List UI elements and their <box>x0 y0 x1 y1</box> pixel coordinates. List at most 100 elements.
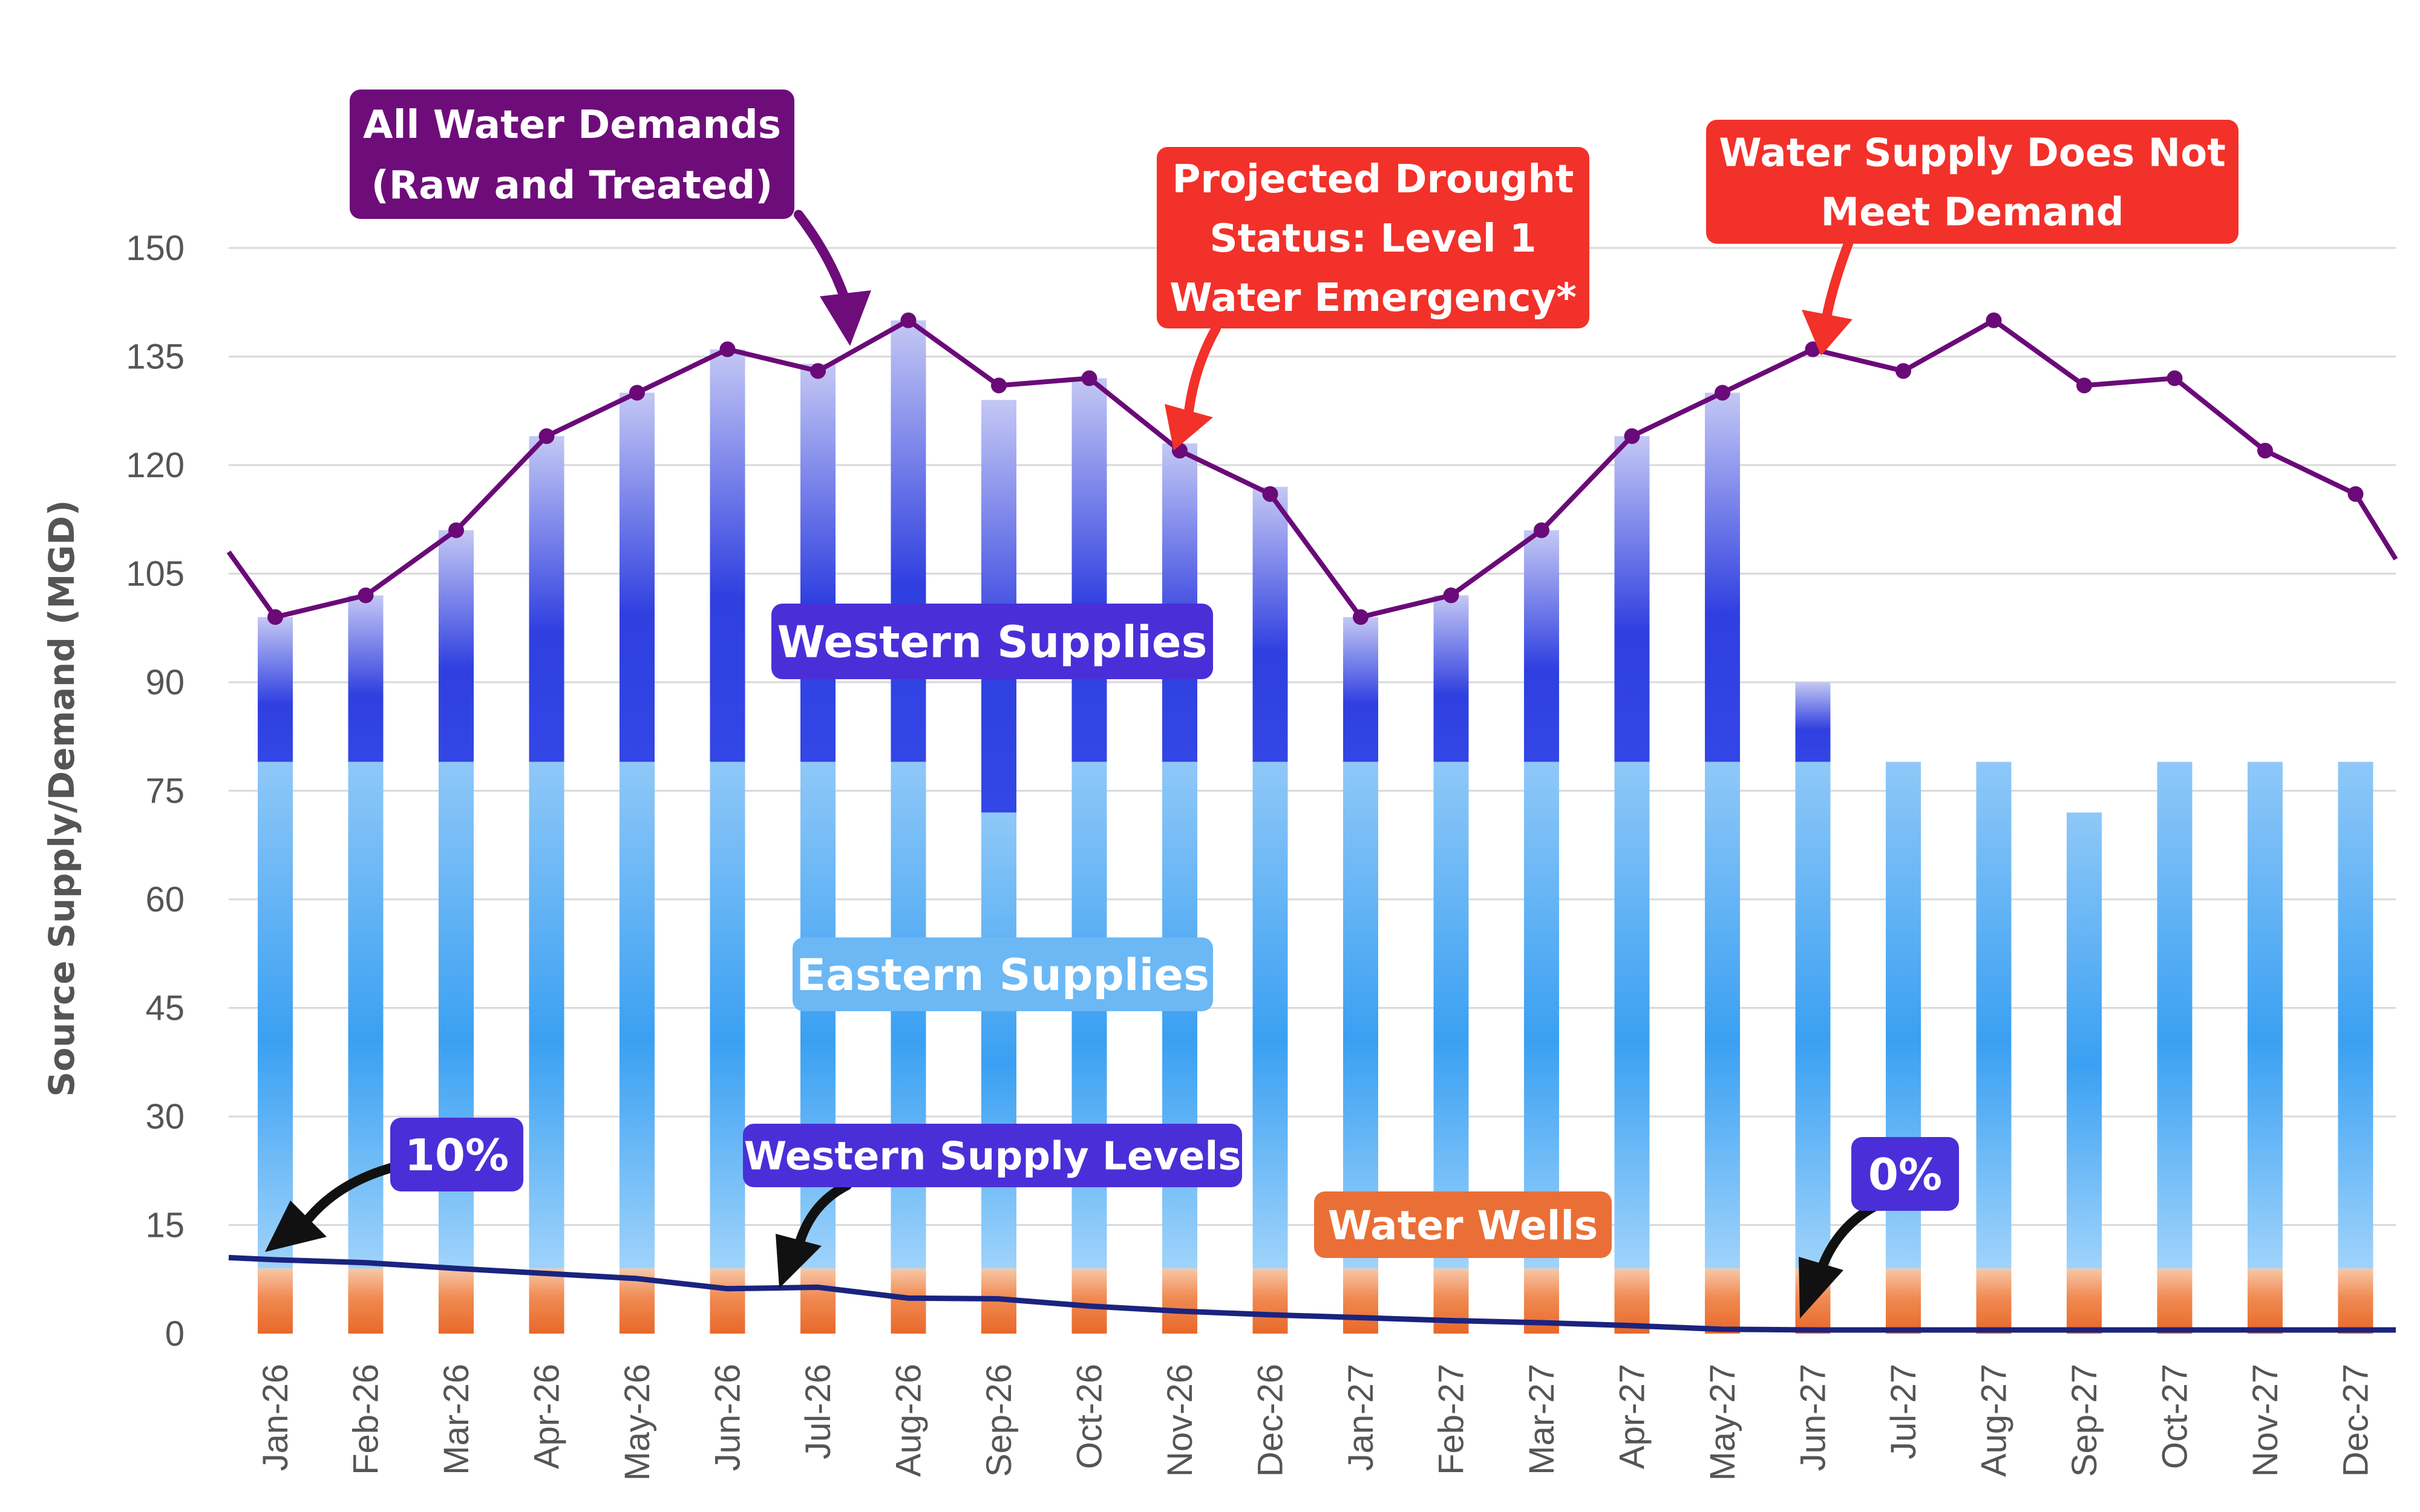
bar-water-wells <box>800 1268 836 1334</box>
x-tick-label: Nov-27 <box>2246 1364 2285 1477</box>
y-axis-label: Source Supply/Demand (MGD) <box>41 500 82 1097</box>
demand-point <box>991 377 1007 394</box>
bar-water-wells <box>1162 1268 1197 1334</box>
bar-western-supplies <box>1614 436 1650 762</box>
demand-point <box>629 385 645 401</box>
bar-eastern-supplies <box>710 761 745 1269</box>
callout-text: Meet Demand <box>1820 191 2124 235</box>
demand-point <box>1986 312 2002 328</box>
bar-eastern-supplies <box>1614 761 1650 1269</box>
bar-water-wells <box>1705 1268 1740 1334</box>
y-tick-label: 150 <box>126 229 185 268</box>
x-tick-label: Feb-26 <box>347 1364 386 1475</box>
bar-eastern-supplies <box>348 761 384 1269</box>
x-tick-label: Mar-26 <box>437 1364 476 1475</box>
bar-water-wells <box>348 1268 384 1334</box>
x-tick-label: May-26 <box>618 1364 657 1481</box>
bar-water-wells <box>1886 1268 1921 1334</box>
callout-text: (Raw and Treated) <box>371 163 773 208</box>
bar-water-wells <box>529 1268 564 1334</box>
x-tick-label: Sep-26 <box>979 1364 1019 1477</box>
bar-eastern-supplies <box>620 761 655 1269</box>
lines <box>226 312 2398 1333</box>
bar-water-wells <box>2157 1268 2193 1334</box>
y-tick-label: 60 <box>145 880 185 919</box>
x-tick-label: Aug-26 <box>889 1364 929 1477</box>
x-tick-label: Jul-26 <box>799 1364 838 1459</box>
y-tick-label: 105 <box>126 555 185 594</box>
bar-eastern-supplies <box>2067 812 2102 1269</box>
x-tick-label: Dec-27 <box>2337 1364 2376 1477</box>
bar-western-supplies <box>1705 393 1740 762</box>
demand-point <box>1895 363 1911 379</box>
x-tick-label: Jun-27 <box>1794 1364 1833 1471</box>
bar-water-wells <box>1343 1268 1378 1334</box>
bar-water-wells <box>1071 1268 1107 1334</box>
bar-western-supplies <box>258 617 293 762</box>
x-tick-label: Apr-26 <box>528 1364 567 1469</box>
bar-western-supplies <box>891 320 926 762</box>
demand-point <box>1081 370 1097 386</box>
demand-point <box>538 428 555 445</box>
bar-western-supplies <box>1524 530 1559 762</box>
x-tick-label: Sep-27 <box>2065 1364 2104 1477</box>
callout-text: Western Supply Levels <box>744 1135 1241 1179</box>
y-tick-label: 120 <box>126 446 185 485</box>
demands-arrow <box>794 210 871 346</box>
bars <box>258 320 2373 1334</box>
bar-eastern-supplies <box>1071 761 1107 1269</box>
bar-western-supplies <box>1252 486 1288 762</box>
bar-eastern-supplies <box>1795 761 1831 1269</box>
callout-demands: All Water Demands (Raw and Treated) <box>350 90 794 219</box>
bar-western-supplies <box>1795 682 1831 762</box>
bar-western-supplies <box>1071 378 1107 762</box>
demand-line <box>226 318 2398 620</box>
bar-eastern-supplies <box>1976 761 2012 1269</box>
bar-western-supplies <box>529 436 564 762</box>
wsl-arrow <box>776 1181 852 1288</box>
bar-eastern-supplies <box>1343 761 1378 1269</box>
demand-point <box>448 522 464 538</box>
callout-not-meet: Water Supply Does Not Meet Demand <box>1706 120 2238 244</box>
x-tick-label: Dec-26 <box>1251 1364 1290 1477</box>
x-tick-label: May-27 <box>1703 1364 1742 1481</box>
callout-text: All Water Demands <box>363 103 781 148</box>
y-tick-label: 90 <box>145 663 185 702</box>
x-tick-label: Jun-26 <box>708 1364 748 1471</box>
bar-eastern-supplies <box>891 761 926 1269</box>
bar-western-supplies <box>348 595 384 762</box>
demand-point <box>2257 443 2273 459</box>
callout-text: Status: Level 1 <box>1209 217 1536 261</box>
x-tick-label: Oct-26 <box>1070 1364 1110 1469</box>
y-axis-ticks: 0 15 30 45 60 75 90 105 120 135 150 <box>126 229 185 1354</box>
bar-eastern-supplies <box>529 761 564 1269</box>
demand-point <box>358 587 374 604</box>
demand-point <box>2076 377 2092 394</box>
bar-water-wells <box>891 1268 926 1334</box>
x-tick-label: Jan-26 <box>256 1364 295 1471</box>
y-tick-label: 30 <box>145 1097 185 1136</box>
callout-text: 0% <box>1868 1149 1942 1200</box>
bar-water-wells <box>258 1268 293 1334</box>
bar-eastern-supplies <box>1252 761 1288 1269</box>
not-meet-arrow <box>1802 239 1853 356</box>
callout-text: 10% <box>405 1130 509 1181</box>
bar-water-wells <box>2248 1268 2283 1334</box>
bar-water-wells <box>2338 1268 2373 1334</box>
bar-eastern-supplies <box>2338 761 2373 1269</box>
y-tick-label: 15 <box>145 1206 185 1245</box>
bar-eastern-supplies <box>1433 761 1469 1269</box>
bar-eastern-supplies <box>2157 761 2193 1269</box>
drought-arrow <box>1165 324 1221 451</box>
bar-western-supplies <box>1433 595 1469 762</box>
x-tick-label: Nov-26 <box>1160 1364 1200 1477</box>
bar-water-wells <box>1433 1268 1469 1334</box>
demand-point <box>2167 370 2183 386</box>
ten-pct-arrow <box>265 1162 398 1252</box>
demand-point <box>1534 522 1549 538</box>
callout-wsl: Western Supply Levels <box>743 1124 1242 1187</box>
x-tick-label: Jul-27 <box>1884 1364 1923 1459</box>
demand-point <box>1443 587 1459 604</box>
bar-western-supplies <box>439 530 474 762</box>
